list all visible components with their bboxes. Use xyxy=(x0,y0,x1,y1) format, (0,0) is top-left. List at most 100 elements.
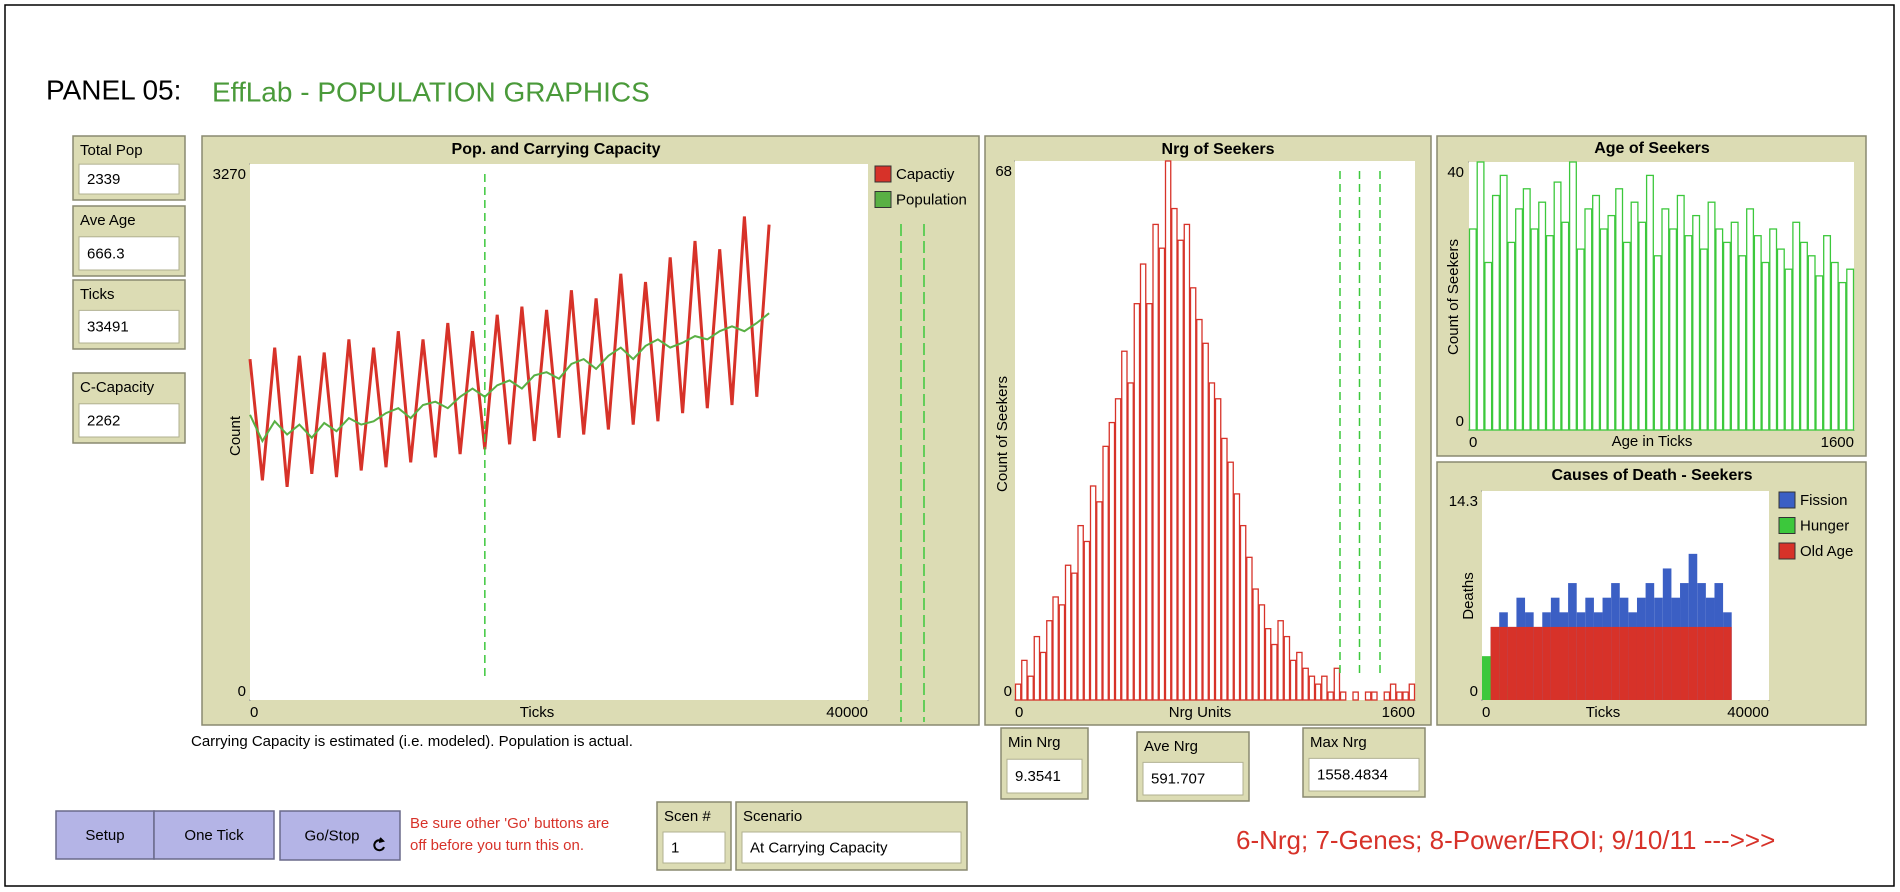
x-tick-label: 0 xyxy=(1482,704,1490,721)
y-tick-label: 0 xyxy=(1456,413,1464,430)
histogram-bar xyxy=(1699,248,1708,431)
input-value[interactable]: At Carrying Capacity xyxy=(750,839,888,856)
y-tick-label: 0 xyxy=(1470,683,1478,700)
button[interactable] xyxy=(279,810,401,861)
death-bar xyxy=(1490,626,1500,700)
histogram-bar xyxy=(1139,263,1147,701)
histogram-bar xyxy=(1761,261,1770,431)
histogram-bar xyxy=(1046,620,1053,701)
death-bar xyxy=(1576,626,1586,700)
histogram-bar xyxy=(1402,691,1409,701)
death-bar xyxy=(1516,626,1526,700)
histogram-bar xyxy=(1484,261,1493,431)
histogram-bar xyxy=(1615,188,1624,431)
input-label: Scenario xyxy=(743,808,802,825)
monitor-field xyxy=(78,309,180,344)
legend-label: Population xyxy=(896,191,967,208)
histogram-bar xyxy=(1108,421,1116,701)
caption: Carrying Capacity is estimated (i.e. mod… xyxy=(191,733,633,750)
histogram-bar xyxy=(1271,643,1278,701)
death-bar xyxy=(1525,626,1534,700)
button-label[interactable]: Go/Stop xyxy=(304,827,359,844)
death-bar xyxy=(1568,626,1577,700)
death-bar xyxy=(1619,626,1629,700)
plot-title: Causes of Death - Seekers xyxy=(1552,467,1753,484)
histogram-bar xyxy=(1638,221,1647,431)
legend-swatch xyxy=(874,191,892,208)
death-bar xyxy=(1507,626,1517,700)
histogram-bar xyxy=(1196,318,1203,701)
histogram-bar xyxy=(1333,667,1341,701)
death-bar xyxy=(1662,626,1672,700)
histogram-bar xyxy=(1522,188,1531,431)
note-line: Be sure other 'Go' buttons are xyxy=(410,815,609,832)
histogram-bar xyxy=(1645,174,1654,431)
death-bar xyxy=(1482,656,1491,700)
button[interactable] xyxy=(55,810,155,860)
histogram-bar xyxy=(1592,194,1601,431)
histogram-bar xyxy=(1707,201,1716,431)
monitor-field xyxy=(1006,758,1083,794)
y-tick-label: 0 xyxy=(238,683,246,700)
histogram-bar xyxy=(1314,683,1322,701)
histogram-bar xyxy=(1321,675,1328,701)
histogram-bar xyxy=(1083,540,1091,701)
y-tick-label: 3270 xyxy=(213,166,246,183)
histogram-bar xyxy=(1396,691,1403,701)
histogram-bar xyxy=(1499,174,1508,431)
histogram-bar xyxy=(1246,556,1253,701)
legend-swatch xyxy=(874,165,892,183)
histogram-bar xyxy=(1058,604,1066,701)
histogram-bar xyxy=(1146,303,1153,701)
legend-swatch xyxy=(1778,491,1796,509)
histogram-bar xyxy=(1258,604,1266,701)
histogram-bar xyxy=(1039,651,1047,701)
button-label[interactable]: Setup xyxy=(85,827,124,844)
histogram-bar xyxy=(1183,223,1191,701)
x-axis-label: Ticks xyxy=(1586,704,1620,721)
histogram-bar xyxy=(1296,651,1303,701)
histogram-bar xyxy=(1096,501,1103,701)
histogram-bar xyxy=(1327,691,1334,701)
button-label[interactable]: One Tick xyxy=(184,827,244,844)
legend-swatch xyxy=(1778,517,1796,534)
legend-label: Hunger xyxy=(1800,517,1849,534)
histogram-bar xyxy=(1233,493,1241,701)
monitor-label: Total Pop xyxy=(80,142,143,159)
y-tick-label: 40 xyxy=(1447,164,1464,181)
histogram-bar xyxy=(1722,241,1731,431)
monitor-label: C-Capacity xyxy=(80,379,155,396)
monitor-value: 33491 xyxy=(87,319,129,336)
x-axis-label: Nrg Units xyxy=(1169,704,1232,721)
panel-title: EffLab - POPULATION GRAPHICS xyxy=(212,76,650,107)
legend-label: Fission xyxy=(1800,492,1848,509)
histogram-bar xyxy=(1339,691,1347,701)
death-bar xyxy=(1645,626,1655,700)
histogram-bar xyxy=(1283,635,1291,701)
histogram-bar xyxy=(1371,691,1378,701)
y-axis-label: Count of Seekers xyxy=(994,376,1011,492)
histogram-bar xyxy=(1584,208,1593,431)
histogram-bar xyxy=(1383,691,1391,701)
histogram-bar xyxy=(1776,248,1785,431)
input-field[interactable] xyxy=(741,831,962,864)
histogram-bar xyxy=(1133,303,1141,701)
x-tick-label: 1600 xyxy=(1382,704,1415,721)
histogram-bar xyxy=(1784,268,1793,431)
death-bar xyxy=(1628,626,1637,700)
death-bar xyxy=(1593,626,1603,700)
histogram-bar xyxy=(1684,235,1693,431)
monitor-field xyxy=(78,403,180,438)
series-line xyxy=(249,312,770,444)
input-field[interactable] xyxy=(662,831,726,864)
histogram-bar xyxy=(1792,221,1801,431)
button[interactable] xyxy=(153,810,275,860)
death-bar xyxy=(1723,626,1732,700)
histogram-bar xyxy=(1177,239,1184,701)
input-value[interactable]: 1 xyxy=(671,839,679,856)
histogram-bar xyxy=(1746,208,1755,431)
histogram-bar xyxy=(1164,160,1172,701)
monitor-value: 9.3541 xyxy=(1015,768,1061,785)
histogram-bar xyxy=(1653,255,1662,431)
